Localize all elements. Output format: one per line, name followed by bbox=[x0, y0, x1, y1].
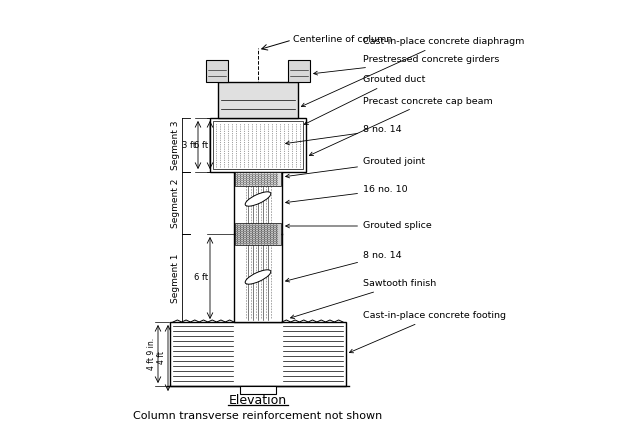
Text: 8 no. 14: 8 no. 14 bbox=[286, 251, 401, 282]
Text: Prestressed concrete girders: Prestressed concrete girders bbox=[313, 56, 499, 75]
Text: Column transverse reinforcement not shown: Column transverse reinforcement not show… bbox=[133, 411, 382, 421]
Text: Segment 1: Segment 1 bbox=[171, 253, 180, 303]
Bar bbox=[235, 223, 281, 245]
Text: 4 ft: 4 ft bbox=[157, 352, 166, 365]
Text: 3 ft: 3 ft bbox=[182, 141, 196, 149]
Ellipse shape bbox=[245, 192, 271, 206]
Text: 6 ft: 6 ft bbox=[194, 141, 208, 149]
Ellipse shape bbox=[245, 270, 271, 284]
Text: Cast-in-place concrete footing: Cast-in-place concrete footing bbox=[349, 312, 506, 353]
Bar bbox=[213, 121, 303, 169]
Text: Grouted duct: Grouted duct bbox=[305, 76, 425, 125]
Text: Elevation: Elevation bbox=[229, 394, 287, 407]
Bar bbox=[240, 386, 276, 394]
Bar bbox=[218, 82, 298, 118]
Text: 16 no. 10: 16 no. 10 bbox=[286, 185, 408, 204]
Bar bbox=[235, 172, 281, 186]
Text: Grouted splice: Grouted splice bbox=[286, 221, 432, 230]
Text: 8 no. 14: 8 no. 14 bbox=[286, 125, 401, 145]
Text: 6 ft: 6 ft bbox=[194, 273, 208, 283]
Text: Segment 3: Segment 3 bbox=[171, 120, 180, 170]
Text: Grouted joint: Grouted joint bbox=[286, 158, 425, 178]
Bar bbox=[170, 322, 346, 386]
Text: 4 ft 9 in.: 4 ft 9 in. bbox=[147, 338, 156, 370]
Text: Cast-in-place concrete diaphragm: Cast-in-place concrete diaphragm bbox=[301, 37, 525, 107]
Text: Centerline of column: Centerline of column bbox=[293, 36, 392, 45]
Text: Sawtooth finish: Sawtooth finish bbox=[291, 279, 436, 319]
Bar bbox=[234, 172, 282, 322]
Bar bbox=[206, 60, 228, 82]
Text: Precast concrete cap beam: Precast concrete cap beam bbox=[310, 96, 493, 156]
Text: Segment 2: Segment 2 bbox=[171, 178, 180, 228]
Bar bbox=[288, 60, 310, 82]
Bar bbox=[210, 118, 306, 172]
